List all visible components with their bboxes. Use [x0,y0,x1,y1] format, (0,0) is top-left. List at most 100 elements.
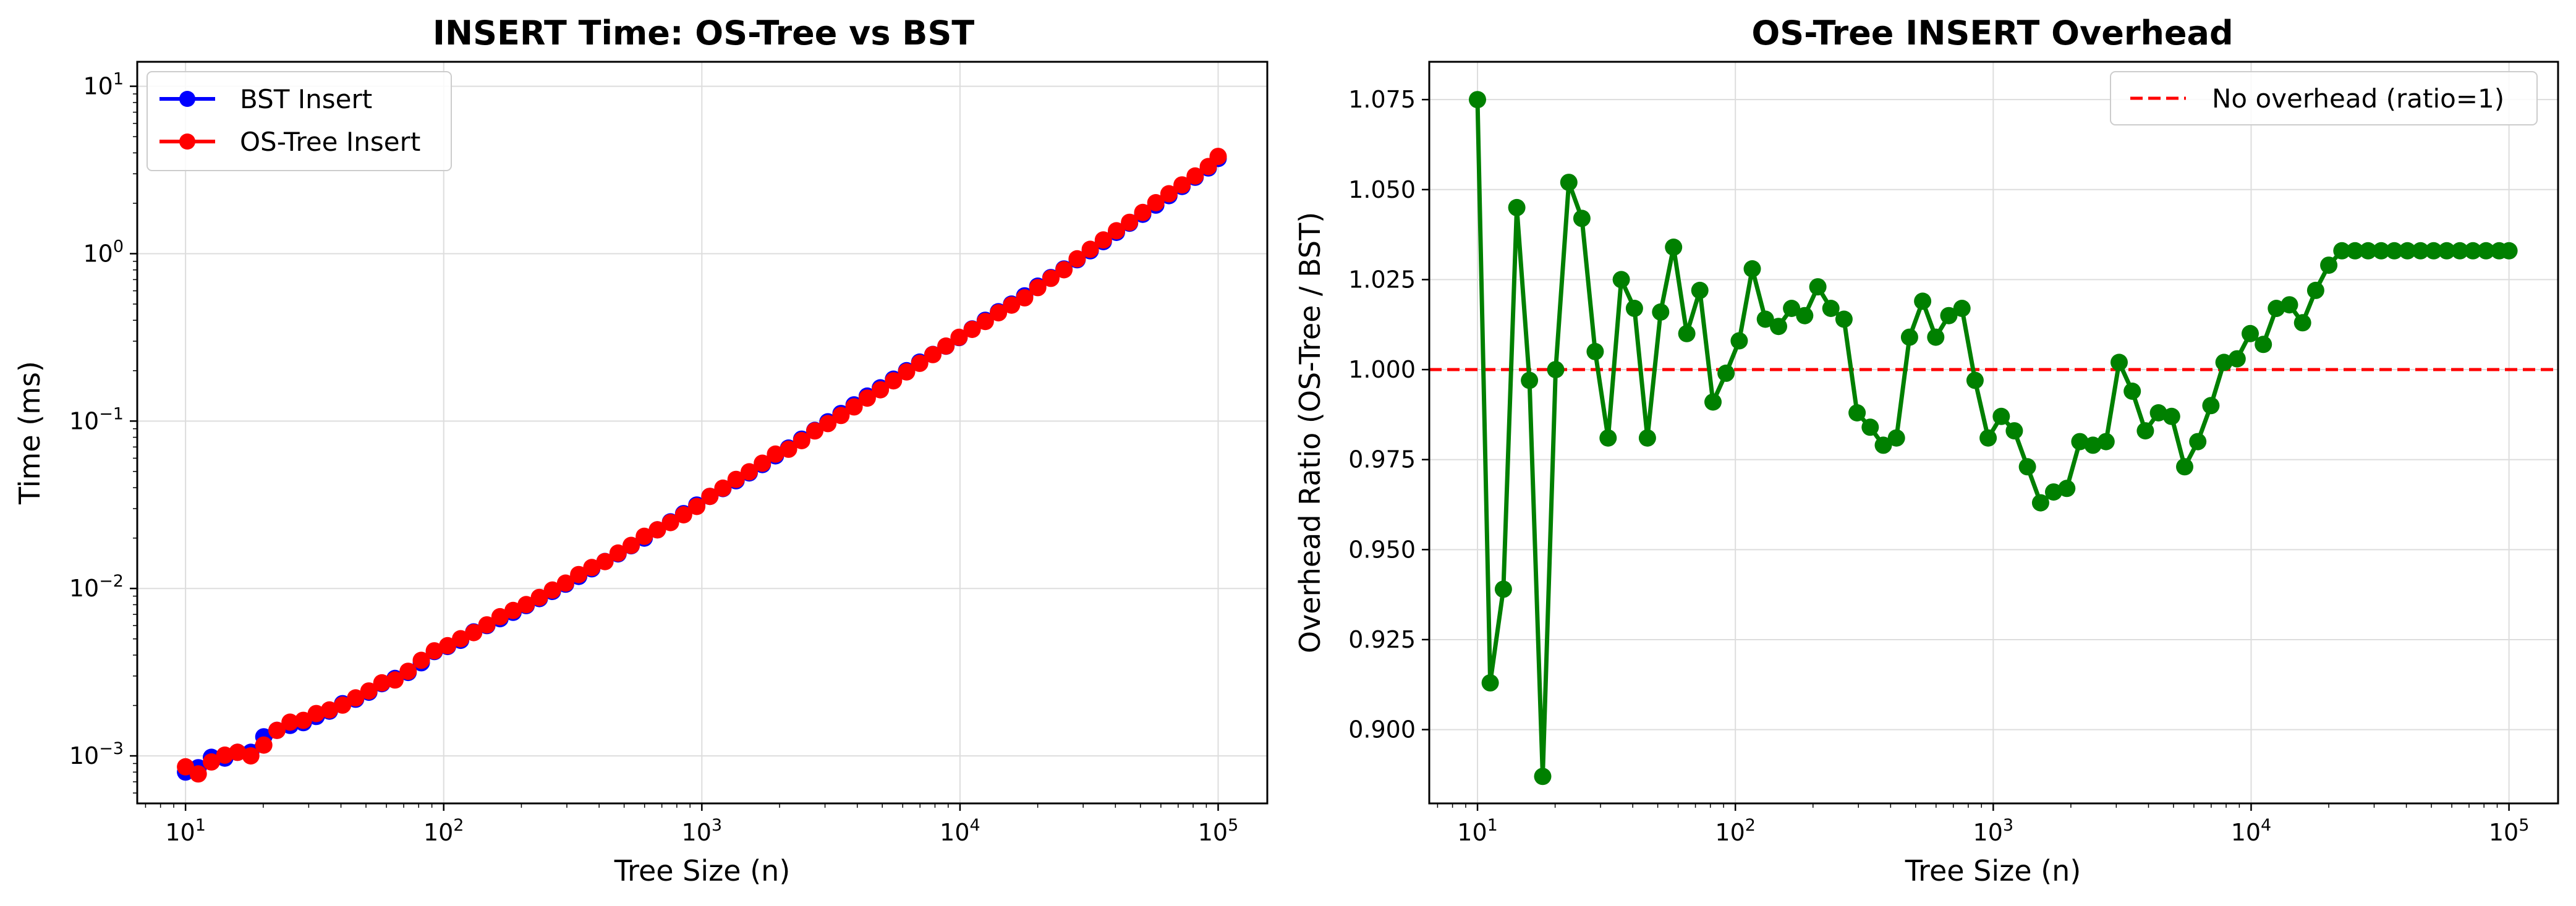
data-point [2320,256,2338,274]
data-point [911,354,929,372]
data-point [1927,328,1945,346]
data-point [990,304,1008,322]
y-tick-label: 0.975 [1348,446,1416,473]
legend-marker-bst [179,91,195,107]
data-point [1173,176,1191,194]
data-point [1521,371,1539,389]
data-point [2071,433,2089,451]
data-point [674,506,692,523]
data-point [714,479,732,497]
y-tick-label: 0.950 [1348,536,1416,563]
data-point [780,440,797,458]
y-axis-label: Overhead Ratio (OS-Tree / BST) [1293,212,1327,653]
data-point [2111,354,2128,371]
data-point [1678,324,1696,342]
data-point [661,514,679,531]
data-point [2149,404,2167,421]
data-point [1508,198,1526,216]
data-point [793,432,810,449]
data-point [1730,332,1748,350]
legend-label-bst: BST Insert [240,84,372,114]
data-point [1534,768,1552,785]
data-point [1481,674,1499,692]
x-tick-label: 102 [423,816,464,846]
x-tick-label: 104 [2231,816,2272,846]
data-point [2500,242,2518,260]
data-point [2215,354,2233,371]
x-tick-label: 103 [682,816,723,846]
data-point [2058,480,2076,497]
legend: No overhead (ratio=1) [2110,71,2538,125]
x-axis-label: Tree Size (n) [614,854,791,887]
data-point [1147,194,1165,211]
data-point [294,711,312,729]
data-point [1209,148,1227,166]
data-point [2045,483,2062,501]
data-point [819,415,837,433]
data-point [2359,242,2377,260]
data-point [2438,242,2455,260]
y-tick-label: 101 [83,70,124,100]
data-point [832,407,850,425]
data-point [845,398,863,416]
data-point [1704,393,1722,411]
legend-label-ostree: OS-Tree Insert [240,127,420,157]
data-point [1822,300,1840,317]
y-tick-label: 1.050 [1348,176,1416,203]
data-point [530,588,548,606]
data-point [386,671,404,689]
axis-ticks: 101 102 103 104 105 10−3 10−2 10−1 100 101 [69,70,1238,846]
data-point [1835,310,1853,328]
data-point [2412,242,2429,260]
legend-box [147,71,452,171]
data-point [1861,418,1879,436]
data-point [1094,231,1112,249]
data-point [2031,494,2049,512]
data-point [1743,260,1761,277]
data-point [1652,303,1670,321]
data-point [255,736,273,754]
x-tick-label: 104 [940,816,980,846]
data-point [1134,203,1152,221]
data-point [452,630,470,648]
data-point [334,696,352,714]
data-point [189,765,207,783]
x-axis-label: Tree Size (n) [1905,854,2081,887]
data-point [399,663,417,680]
data-point [1599,429,1617,447]
series-points [177,148,1227,783]
y-tick-label: 0.925 [1348,626,1416,653]
data-point [2162,407,2180,425]
data-point [307,705,325,722]
data-point [1848,404,1866,421]
data-point [242,747,260,765]
data-point [2372,242,2390,260]
y-tick-label: 100 [83,237,124,267]
data-point [2306,281,2324,299]
data-point [1887,429,1905,447]
data-point [635,527,653,545]
data-point [741,463,758,481]
y-tick-label: 10−3 [69,739,124,769]
data-point [543,581,561,599]
data-point [2018,458,2036,476]
data-point [2399,242,2417,260]
data-point [1625,300,1643,317]
data-point [1638,429,1656,447]
y-tick-label: 1.075 [1348,86,1416,113]
data-point [2451,242,2469,260]
data-point [858,389,876,407]
y-tick-label: 10−2 [69,572,124,602]
data-point [2346,242,2364,260]
data-point [2097,433,2115,451]
data-point [1186,167,1204,185]
data-point [2477,242,2495,260]
data-point [517,596,535,614]
data-point [556,574,574,592]
data-point [2255,336,2272,354]
data-point [360,682,378,700]
data-point [2136,422,2154,440]
data-point [701,488,719,506]
data-point [1108,222,1125,240]
